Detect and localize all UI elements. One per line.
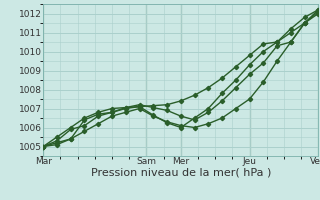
X-axis label: Pression niveau de la mer( hPa ): Pression niveau de la mer( hPa ) [91,168,271,178]
